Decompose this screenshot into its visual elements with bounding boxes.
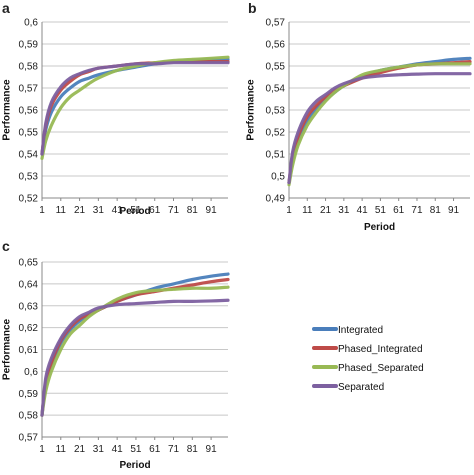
y-tick-label: 0,58 bbox=[19, 62, 39, 73]
panel-b: b 0,490,50,510,520,530,540,550,560,571 11… bbox=[246, 0, 472, 233]
x-tick-label: 11 bbox=[56, 205, 67, 216]
x-tick-label: 1 bbox=[39, 205, 45, 216]
y-tick-label: 0,64 bbox=[19, 279, 39, 290]
y-tick-label: 0,6 bbox=[24, 367, 38, 378]
legend-label-phased-integrated: Phased_Integrated bbox=[338, 344, 423, 355]
x-tick-label: 61 bbox=[149, 205, 161, 216]
x-tick-label: 31 bbox=[93, 205, 105, 216]
x-tick-label: 91 bbox=[448, 205, 460, 216]
y-tick-label: 0,52 bbox=[266, 128, 286, 139]
y-tick-label: 0,56 bbox=[19, 106, 39, 117]
y-tick-label: 0,54 bbox=[266, 84, 286, 95]
legend-label-separated: Separated bbox=[338, 382, 384, 393]
y-tick-label: 0,53 bbox=[266, 106, 286, 117]
x-tick-label: 1 bbox=[286, 205, 292, 216]
x-tick-label: 91 bbox=[206, 444, 218, 455]
y-tick-label: 0,58 bbox=[19, 411, 39, 422]
series-line-integrated bbox=[40, 57, 230, 156]
x-tick-label: 1 bbox=[39, 444, 45, 455]
legend-label-integrated: Integrated bbox=[338, 325, 383, 336]
y-tick-label: 0,57 bbox=[19, 433, 39, 444]
x-tick-label: 81 bbox=[187, 444, 199, 455]
panel-label-b: b bbox=[248, 0, 257, 16]
y-tick-label: 0,57 bbox=[266, 18, 286, 29]
legend: Integrated Phased_Integrated Phased_Sepa… bbox=[312, 325, 424, 393]
legend-label-phased-separated: Phased_Separated bbox=[338, 363, 424, 374]
x-tick-label: 91 bbox=[206, 205, 218, 216]
x-tick-label: 41 bbox=[357, 205, 369, 216]
x-tick-label: 61 bbox=[149, 444, 161, 455]
series-line-phased-integrated bbox=[287, 60, 472, 185]
y-tick-label: 0,59 bbox=[19, 40, 39, 51]
x-tick-label: 81 bbox=[187, 205, 199, 216]
y-tick-label: 0,54 bbox=[19, 150, 39, 161]
x-tick-label: 61 bbox=[393, 205, 405, 216]
panel-c: c 0,570,580,590,60,610,620,630,640,651 11… bbox=[2, 238, 230, 471]
x-tick-label: 71 bbox=[168, 444, 180, 455]
x-axis-label: Period bbox=[119, 206, 150, 217]
legend-item-integrated: Integrated bbox=[312, 325, 383, 336]
panel-label-c: c bbox=[2, 238, 10, 254]
x-tick-label: 71 bbox=[411, 205, 423, 216]
legend-item-phased-integrated: Phased_Integrated bbox=[312, 344, 423, 355]
x-tick-label: 31 bbox=[338, 205, 350, 216]
x-tick-label: 81 bbox=[430, 205, 442, 216]
x-tick-label: 51 bbox=[375, 205, 387, 216]
x-tick-label: 31 bbox=[93, 444, 105, 455]
y-tick-label: 0,52 bbox=[19, 194, 39, 205]
series-line-phased-separated bbox=[40, 55, 230, 160]
panel-label-a: a bbox=[2, 0, 10, 16]
x-tick-label: 41 bbox=[112, 205, 124, 216]
y-tick-label: 0,61 bbox=[19, 345, 39, 356]
y-tick-label: 0,6 bbox=[24, 18, 38, 29]
x-tick-label: 51 bbox=[130, 444, 142, 455]
series-line-separated bbox=[40, 61, 230, 156]
legend-item-separated: Separated bbox=[312, 382, 384, 393]
y-tick-label: 0,57 bbox=[19, 84, 39, 95]
panel-a: a 0,520,530,540,550,560,570,580,590,61 11… bbox=[2, 0, 230, 217]
x-tick-label: 21 bbox=[74, 444, 86, 455]
y-axis-label: Performance bbox=[2, 318, 13, 380]
x-tick-label: 71 bbox=[168, 205, 180, 216]
y-tick-label: 0,53 bbox=[19, 172, 39, 183]
y-tick-label: 0,5 bbox=[271, 172, 285, 183]
x-tick-label: 21 bbox=[74, 205, 86, 216]
y-tick-label: 0,56 bbox=[266, 40, 286, 51]
y-tick-label: 0,59 bbox=[19, 389, 39, 400]
y-tick-label: 0,62 bbox=[19, 323, 39, 334]
y-tick-label: 0,51 bbox=[266, 150, 286, 161]
x-axis-label: Period bbox=[119, 460, 150, 471]
x-tick-label: 41 bbox=[112, 444, 124, 455]
legend-item-phased-separated: Phased_Separated bbox=[312, 363, 424, 374]
series-line-phased-integrated bbox=[40, 59, 230, 156]
y-tick-label: 0,55 bbox=[19, 128, 39, 139]
series-line-separated bbox=[287, 72, 472, 185]
series-line-phased-separated bbox=[287, 62, 472, 187]
series-line-separated bbox=[40, 298, 230, 417]
series-line-phased-separated bbox=[40, 285, 230, 417]
x-tick-label: 51 bbox=[130, 205, 142, 216]
x-tick-label: 11 bbox=[302, 205, 313, 216]
y-tick-label: 0,49 bbox=[266, 194, 286, 205]
x-tick-label: 21 bbox=[320, 205, 332, 216]
y-axis-label: Performance bbox=[246, 79, 257, 141]
x-axis-label: Period bbox=[364, 222, 395, 233]
x-tick-label: 11 bbox=[56, 444, 67, 455]
y-tick-label: 0,63 bbox=[19, 301, 39, 312]
y-tick-label: 0,65 bbox=[19, 258, 39, 269]
y-tick-label: 0,55 bbox=[266, 62, 286, 73]
y-axis-label: Performance bbox=[2, 79, 13, 141]
